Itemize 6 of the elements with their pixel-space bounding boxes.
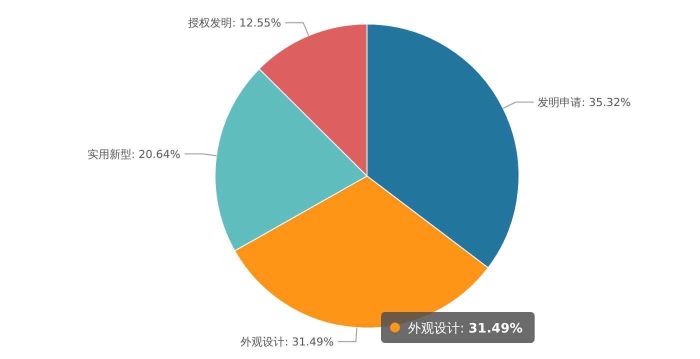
slice-label: 外观设计: 31.49% bbox=[240, 336, 334, 349]
slice-label: 实用新型: 20.64% bbox=[87, 148, 180, 161]
slice-label: 授权发明: 12.55% bbox=[188, 16, 282, 30]
tooltip: 外观设计: 31.49% bbox=[381, 312, 535, 343]
slice-label: 发明申请: 35.32% bbox=[538, 96, 631, 110]
data-label: 31.49% bbox=[468, 322, 523, 336]
